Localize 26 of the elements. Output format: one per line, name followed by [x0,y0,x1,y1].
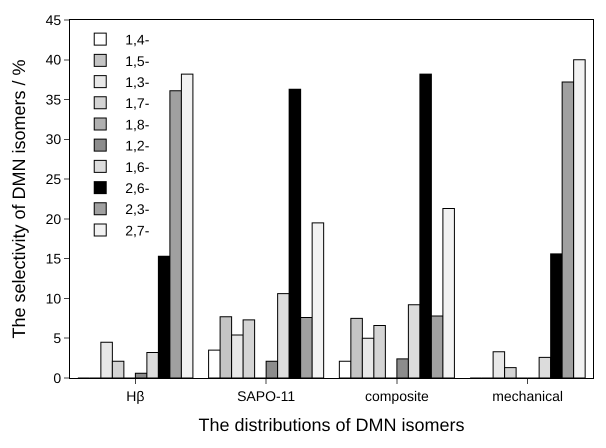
y-axis-title: The selectivity of DMN isomers / % [8,59,29,339]
x-tick-label: Hβ [126,388,144,404]
x-tick-label: mechanical [492,388,564,404]
legend-label: 1,7- [125,95,150,112]
legend-label: 1,3- [125,74,150,90]
x-tick-label: SAPO-11 [237,388,296,404]
y-tick-label: 35 [46,91,62,108]
y-tick-label: 0 [53,370,62,386]
y-tick-label: 30 [46,131,62,148]
y-tick-label: 10 [46,290,62,306]
x-axis-title: The distributions of DMN isomers [198,414,465,435]
legend-label: 2,6- [125,180,150,196]
y-tick-label: 45 [46,12,62,28]
legend-label: 2,7- [125,222,150,238]
legend-label: 1,6- [125,158,150,175]
y-tick-label: 15 [46,250,62,267]
legend-label: 1,5- [125,52,150,69]
y-tick-label: 40 [46,52,62,68]
legend-label: 2,3- [125,201,150,218]
legend-label: 1,8- [125,116,150,132]
x-tick-label: composite [364,388,429,404]
legend-label: 1,4- [125,32,150,48]
y-tick-label: 5 [53,330,62,346]
legend-label: 1,2- [125,138,150,154]
y-tick-label: 25 [46,171,62,188]
y-tick-label: 20 [46,210,62,227]
